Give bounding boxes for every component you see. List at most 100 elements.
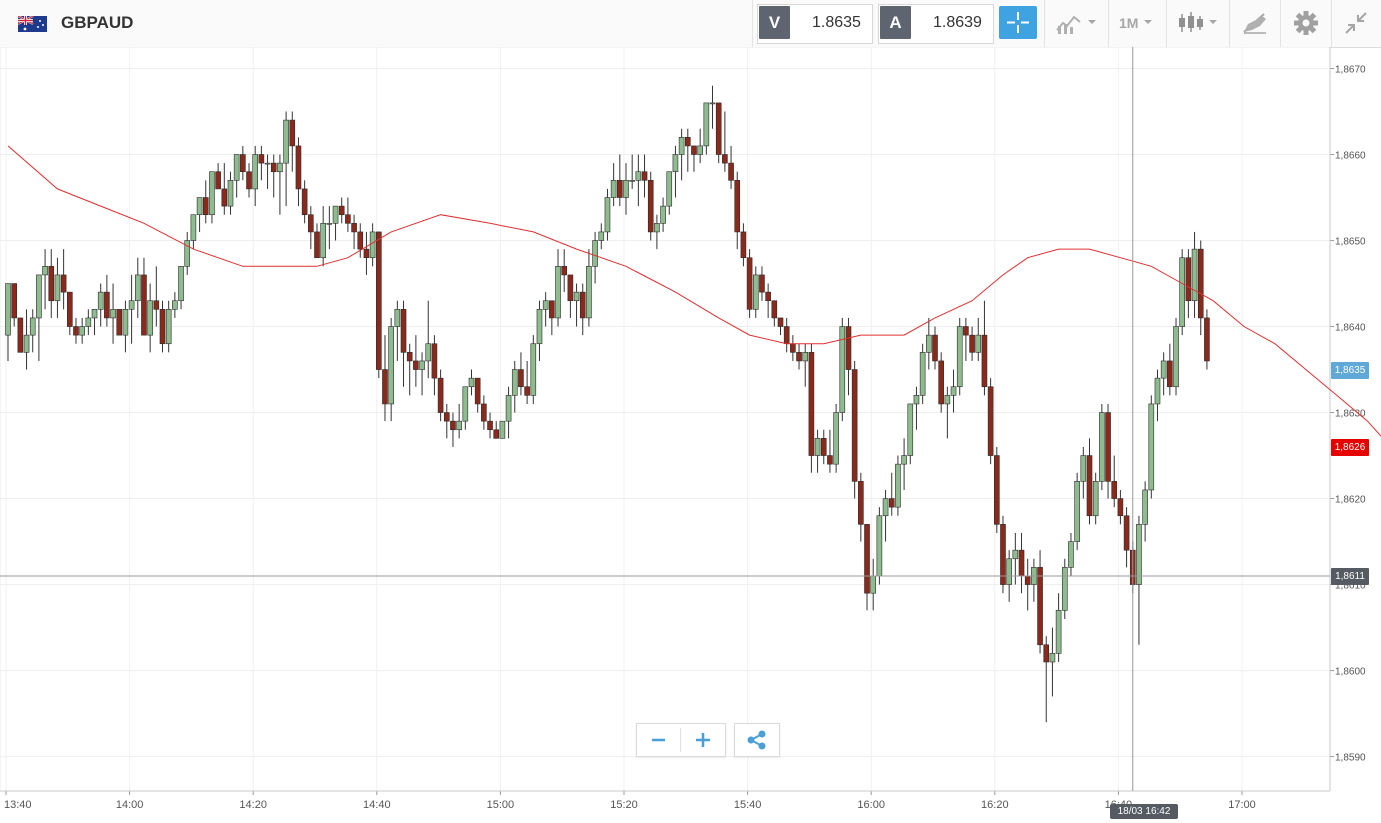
chart-type-button[interactable] <box>1052 6 1102 39</box>
timeframe-label: 1M <box>1119 15 1139 31</box>
candle-down <box>48 266 55 302</box>
zoom-in-button[interactable] <box>681 724 725 756</box>
timeframe-button[interactable]: 1M <box>1114 6 1164 39</box>
candle-up <box>814 438 821 456</box>
candle-up <box>666 171 673 207</box>
candle-down <box>375 231 382 370</box>
candle-down <box>215 171 221 190</box>
candle-up <box>895 463 901 508</box>
divider <box>752 0 753 47</box>
candle-down <box>481 403 487 422</box>
x-tick-label: 16:20 <box>981 799 1009 811</box>
candle-up <box>85 317 92 327</box>
candle-up <box>505 395 512 422</box>
x-tick-label: 15:40 <box>734 799 762 811</box>
candle-down <box>258 154 265 164</box>
candle-down <box>1000 524 1006 585</box>
candle-up <box>536 309 543 345</box>
share-button[interactable] <box>734 723 780 757</box>
crosshair-price-tag: 1,8611 <box>1331 567 1369 585</box>
candle-up <box>1148 403 1155 491</box>
candle-down <box>270 162 277 173</box>
fullscreen-button[interactable] <box>1338 6 1374 39</box>
candle-down <box>1105 412 1111 482</box>
candle-up <box>926 334 932 353</box>
candle-down <box>617 180 623 198</box>
y-tick-label: 1,8660 <box>1335 151 1366 162</box>
settings-icon <box>1294 11 1318 35</box>
divider <box>1331 0 1332 47</box>
candle-up <box>913 395 920 405</box>
candle-down <box>493 429 500 439</box>
candle-up <box>660 205 666 224</box>
candle-up <box>1055 610 1062 654</box>
candle-up <box>919 352 926 396</box>
candle-down <box>722 154 728 164</box>
fullscreen-collapse-icon <box>1345 12 1367 34</box>
sell-quote-button[interactable]: V 1.8635 <box>757 4 873 44</box>
divider <box>1108 0 1109 47</box>
candle-up <box>23 334 30 353</box>
candle-up <box>1061 567 1068 611</box>
candle-down <box>1185 257 1192 302</box>
candle-down <box>728 162 734 181</box>
candle-down <box>116 309 123 336</box>
candle-down <box>1086 455 1093 517</box>
candle-down <box>715 102 722 155</box>
candle-up <box>499 420 506 439</box>
plot-area <box>0 47 1331 792</box>
candle-up <box>604 197 611 233</box>
candle-up <box>623 180 629 198</box>
candle-down <box>938 360 944 405</box>
candle-up <box>91 309 98 319</box>
candle-up <box>530 343 537 396</box>
candle-down <box>1037 567 1043 646</box>
moving-average-line <box>7 145 1381 437</box>
y-tick-label: 1,8640 <box>1335 323 1366 334</box>
toolbar: GBPAUD V 1.8635 A 1.8639 1M <box>0 0 1381 48</box>
candle-up <box>36 274 42 319</box>
candle-down <box>641 171 648 181</box>
candle-down <box>1123 515 1130 551</box>
candle-up <box>79 326 85 336</box>
candle-down <box>549 300 555 319</box>
candle-up <box>388 326 394 405</box>
settings-button[interactable] <box>1287 6 1325 39</box>
candle-up <box>29 317 36 336</box>
candle-down <box>858 481 864 525</box>
candle-down <box>159 309 166 345</box>
buy-quote-button[interactable]: A 1.8639 <box>878 4 994 44</box>
candle-down <box>1197 248 1204 319</box>
candle-up <box>1160 360 1167 379</box>
candle-down <box>289 119 296 147</box>
candle-down <box>351 223 357 233</box>
candle-up <box>839 326 846 413</box>
candle-down <box>437 377 444 413</box>
candle-up <box>592 240 598 267</box>
candle-up <box>122 309 129 336</box>
candle-up <box>635 171 642 181</box>
price-chart[interactable]: 1,8670 1,8660 1,8650 1,8640 1,8630 1,8620 1,86… <box>0 47 1381 823</box>
candle-down <box>808 352 815 456</box>
y-tick-label: 1,8610 <box>1335 581 1366 592</box>
candle-down <box>647 180 654 233</box>
candle-down <box>567 274 574 302</box>
candle-up <box>172 300 178 310</box>
buy-price: 1.8639 <box>933 14 982 31</box>
zoom-out-button[interactable] <box>637 724 680 756</box>
candle-down <box>734 180 741 233</box>
candle-down <box>345 214 351 224</box>
candle-down <box>67 291 73 327</box>
candle-up <box>511 369 518 396</box>
crosshair-button[interactable] <box>999 6 1037 39</box>
drawing-tools-icon <box>1243 13 1266 34</box>
candle-up <box>54 274 61 302</box>
candle-style-button[interactable] <box>1172 6 1224 39</box>
bid-price-tag: 1,8635 <box>1331 361 1369 379</box>
candle-down <box>141 274 147 336</box>
minus-icon <box>652 738 665 742</box>
x-tick-label: 15:20 <box>610 799 638 811</box>
drawing-tools-button[interactable] <box>1236 6 1274 39</box>
candle-up <box>1080 455 1087 482</box>
candle-down <box>1024 575 1031 585</box>
